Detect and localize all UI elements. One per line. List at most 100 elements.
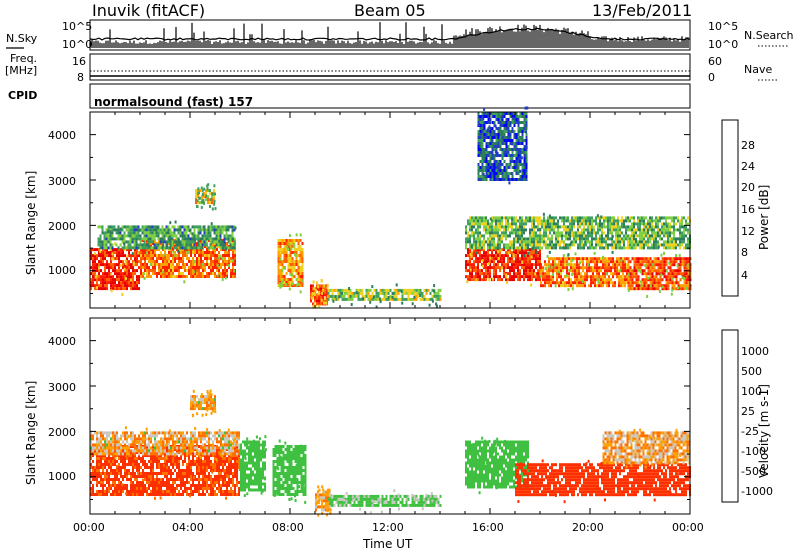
power-cell (203, 231, 206, 235)
power-cell (362, 297, 365, 301)
velocity-cell (136, 466, 138, 469)
power-cb-tick-28: 28 (741, 139, 755, 152)
power-cell (507, 278, 509, 282)
power-cell (649, 225, 651, 229)
power-cell (547, 228, 549, 232)
power-cell (623, 240, 625, 244)
power-cell (197, 195, 199, 199)
velocity-cell (106, 463, 108, 466)
power-cell (108, 278, 110, 282)
velocity-cell (140, 475, 142, 478)
power-cell (497, 228, 499, 232)
power-cell (288, 287, 291, 291)
power-cell (511, 240, 513, 244)
power-cell (285, 239, 288, 242)
power-cell (667, 266, 670, 270)
power-cell (653, 234, 655, 238)
power-cell (594, 263, 596, 267)
power-cell (649, 284, 652, 288)
power-cell (497, 178, 500, 181)
power-cell (186, 248, 188, 251)
power-cell (176, 269, 178, 272)
power-cell (673, 260, 676, 264)
power-cell (540, 274, 542, 278)
power-cell (101, 246, 104, 250)
power-cell (479, 160, 482, 163)
power-cell (633, 222, 635, 226)
power-cell (587, 225, 589, 229)
power-cell (539, 240, 541, 244)
power-cell (126, 287, 128, 291)
power-cell (297, 269, 300, 272)
power-cell (501, 175, 504, 178)
power-cell (479, 216, 481, 220)
power-cell (517, 157, 520, 160)
power-cell (523, 121, 526, 124)
power-cell (133, 228, 136, 232)
power-cell (565, 219, 568, 223)
power-cell (542, 272, 544, 276)
power-cell (533, 225, 535, 229)
power-cell (168, 272, 170, 275)
velocity-cell (100, 490, 102, 493)
power-cell (491, 157, 494, 160)
power-cell (405, 297, 408, 301)
power-cell (293, 275, 296, 278)
power-cell (465, 237, 467, 241)
power-cell (479, 251, 481, 255)
power-cell (118, 266, 120, 270)
power-cell (389, 294, 392, 298)
power-cell (393, 297, 396, 301)
power-cell (582, 266, 584, 270)
velocity-cell (98, 463, 100, 466)
power-cell (234, 226, 237, 230)
power-cell (395, 288, 398, 292)
power-cell (645, 234, 647, 238)
power-cell (202, 272, 204, 275)
power-cell (499, 139, 502, 142)
power-cell (121, 228, 124, 232)
power-cell (503, 154, 506, 157)
power-cell (137, 231, 140, 235)
power-cell (495, 112, 498, 115)
velocity-cell (104, 457, 106, 460)
power-cell (541, 234, 543, 238)
power-cell (555, 234, 557, 238)
velocity-cell (116, 484, 118, 487)
power-cell (477, 133, 480, 136)
power-cell (570, 241, 572, 245)
power-cell (507, 219, 509, 223)
power-cell (289, 278, 292, 281)
power-cell (643, 284, 646, 288)
power-cell (96, 278, 98, 282)
power-cell (467, 260, 469, 264)
power-cell (531, 278, 533, 282)
power-cell (347, 297, 350, 301)
power-cell (523, 157, 526, 160)
power-cell (519, 121, 522, 124)
power-cell (635, 246, 637, 250)
velocity-cell (142, 460, 144, 463)
power-cell (635, 238, 637, 241)
power-cell (523, 178, 526, 181)
power-cell (146, 254, 148, 257)
velocity-cell (140, 457, 142, 460)
power-cell (679, 240, 681, 244)
power-cell (605, 243, 607, 247)
power-cell (601, 246, 603, 250)
velocity-cell (138, 487, 140, 490)
power-cell (517, 237, 519, 241)
power-cell (567, 237, 569, 241)
power-cell (491, 115, 494, 118)
power-cell (491, 257, 493, 261)
power-cell (567, 262, 570, 266)
power-cell (641, 240, 643, 244)
power-cell (495, 254, 497, 258)
power-cell (683, 240, 685, 244)
power-cell (637, 284, 640, 288)
power-cell (312, 280, 315, 284)
power-cell (584, 272, 586, 276)
power-cell (493, 231, 495, 235)
power-cell (186, 250, 189, 254)
power-cell (571, 259, 574, 262)
